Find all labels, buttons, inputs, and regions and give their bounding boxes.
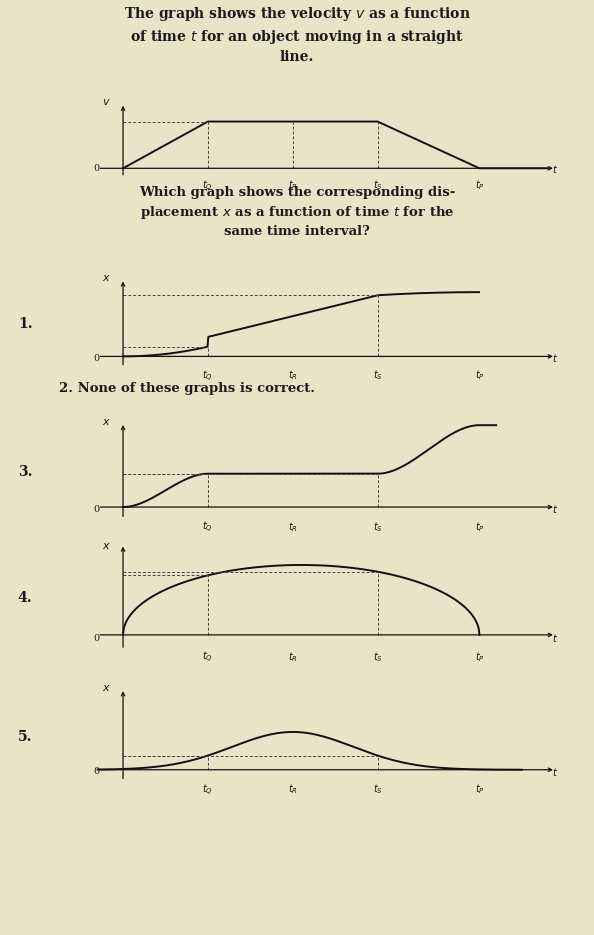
Text: 1.: 1. (18, 318, 33, 331)
Text: $t_S$: $t_S$ (372, 179, 383, 193)
Text: $t_R$: $t_R$ (288, 521, 298, 534)
Text: $t_P$: $t_P$ (475, 179, 484, 193)
Text: 5.: 5. (18, 730, 32, 743)
Text: $v$: $v$ (102, 97, 110, 108)
Text: 0: 0 (93, 353, 99, 363)
Text: The graph shows the velocity $v$ as a function
of time $t$ for an object moving : The graph shows the velocity $v$ as a fu… (124, 5, 470, 65)
Text: $t_R$: $t_R$ (288, 650, 298, 664)
Text: 3.: 3. (18, 466, 32, 479)
Text: $t_P$: $t_P$ (475, 783, 484, 797)
Text: $t$: $t$ (552, 766, 558, 778)
Text: $t$: $t$ (552, 503, 558, 515)
Text: $t_P$: $t_P$ (475, 650, 484, 664)
Text: Which graph shows the corresponding dis-
placement $x$ as a function of time $t$: Which graph shows the corresponding dis-… (139, 186, 455, 237)
Text: 4.: 4. (18, 592, 33, 605)
Text: $t_S$: $t_S$ (372, 783, 383, 797)
Text: $t$: $t$ (552, 632, 558, 644)
Text: $t_P$: $t_P$ (475, 368, 484, 382)
Text: $t$: $t$ (552, 163, 558, 175)
Text: $t_Q$: $t_Q$ (203, 783, 213, 798)
Text: $t_R$: $t_R$ (288, 179, 298, 193)
Text: $x$: $x$ (102, 683, 111, 693)
Text: $t_P$: $t_P$ (475, 521, 484, 534)
Text: $t_S$: $t_S$ (372, 368, 383, 382)
Text: $x$: $x$ (102, 273, 111, 283)
Text: $x$: $x$ (102, 417, 111, 427)
Text: $x$: $x$ (102, 540, 111, 551)
Text: 0: 0 (93, 634, 99, 643)
Text: $t_S$: $t_S$ (372, 650, 383, 664)
Text: $t_Q$: $t_Q$ (203, 368, 213, 383)
Text: 0: 0 (93, 164, 99, 173)
Text: $t_S$: $t_S$ (372, 521, 383, 534)
Text: $t_Q$: $t_Q$ (203, 521, 213, 536)
Text: 0: 0 (93, 505, 99, 514)
Text: 2. None of these graphs is correct.: 2. None of these graphs is correct. (59, 382, 315, 396)
Text: $t_Q$: $t_Q$ (203, 650, 213, 665)
Text: $t_R$: $t_R$ (288, 783, 298, 797)
Text: $t$: $t$ (552, 352, 558, 364)
Text: $t_Q$: $t_Q$ (203, 179, 213, 194)
Text: $t_R$: $t_R$ (288, 368, 298, 382)
Text: 0: 0 (93, 768, 99, 776)
